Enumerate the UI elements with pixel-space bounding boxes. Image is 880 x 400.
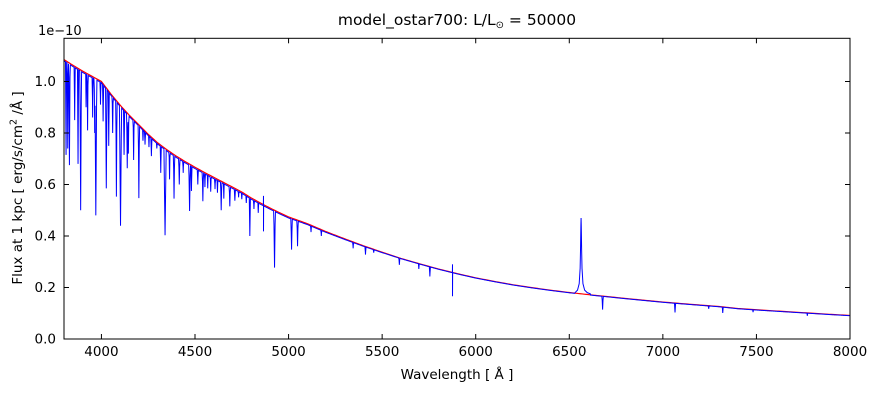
x-tick-label: 6500: [552, 344, 586, 360]
y-tick-label: 0.0: [35, 332, 56, 348]
y-tick-label: 1.0: [35, 74, 56, 90]
x-axis-label: Wavelength [ Å ]: [400, 367, 514, 383]
y-tick-label: 0.2: [35, 280, 56, 296]
chart-title-value: = 50000: [503, 11, 577, 29]
continuum-line: [64, 59, 850, 317]
y-tick-label: 0.8: [35, 125, 56, 141]
sun-symbol: ⊙: [495, 20, 504, 31]
x-tick-label: 8000: [833, 344, 867, 360]
x-tick-label: 5500: [365, 344, 399, 360]
y-tick-label: 0.4: [35, 228, 56, 244]
x-tick-label: 5000: [271, 344, 305, 360]
x-tick-label: 7500: [739, 344, 773, 360]
spectrum-line: [64, 60, 850, 317]
x-tick-label: 4000: [84, 344, 118, 360]
axes-frame: [63, 37, 851, 340]
chart-title: model_ostar700: L/L⊙ = 50000: [64, 11, 850, 35]
chart-title-text: model_ostar700: L/L: [337, 11, 496, 29]
y-axis-label: Flux at 1 kpc [ erg/s/cm2 /Å ]: [8, 91, 26, 285]
y-tick-label: 0.6: [35, 177, 56, 193]
y-axis-offset-text: 1e−10: [38, 24, 82, 39]
x-tick-label: 7000: [646, 344, 680, 360]
x-tick-label: 6000: [459, 344, 493, 360]
x-tick-label: 4500: [178, 344, 212, 360]
